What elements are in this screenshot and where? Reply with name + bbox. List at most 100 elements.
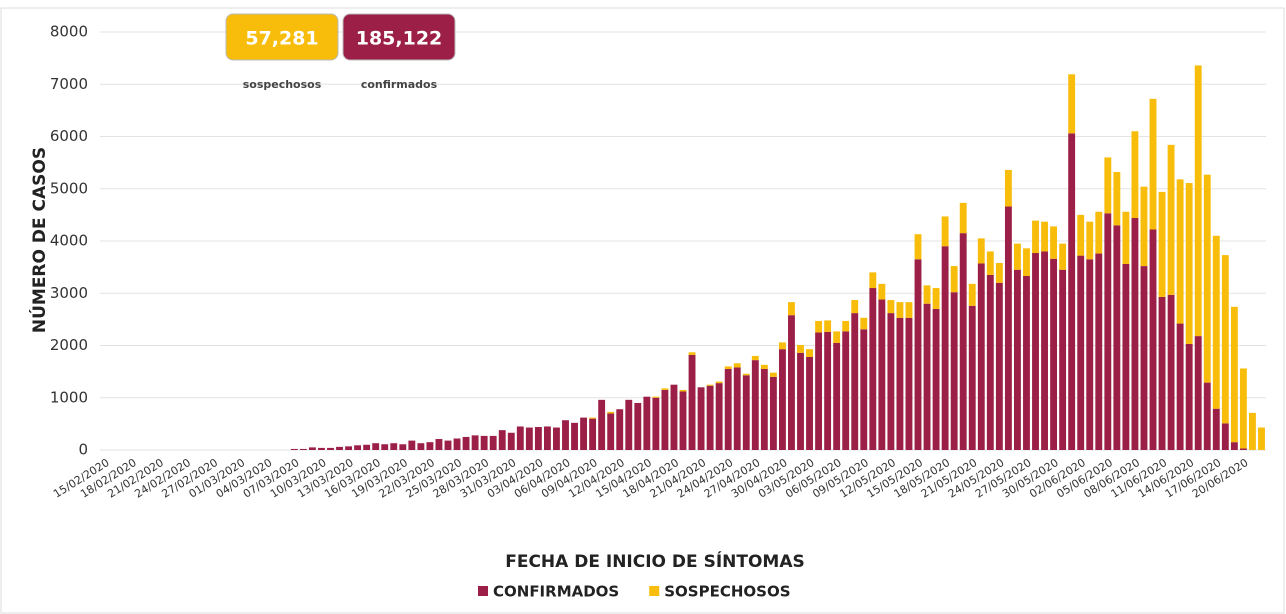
bar-segment [1239, 368, 1247, 449]
bar-segment [1258, 427, 1265, 450]
bar-segment [742, 373, 750, 376]
summary-value: 185,122 [356, 28, 443, 50]
y-axis-title: NÚMERO DE CASOS [28, 147, 50, 333]
bar-segment [688, 352, 696, 355]
bar-segment [977, 238, 985, 264]
bar-segment [652, 396, 660, 398]
legend-label: CONFIRMADOS [493, 583, 619, 601]
y-tick-label: 1000 [50, 388, 88, 406]
bar-segment [797, 344, 804, 353]
bar-segment [986, 251, 994, 275]
bar-segment [905, 317, 913, 450]
bar-segment [1221, 255, 1229, 424]
bar-segment [1041, 251, 1048, 450]
bar-segment [1203, 382, 1211, 450]
y-tick-label: 0 [78, 441, 88, 459]
bar-segment [896, 317, 904, 450]
bar-segment [896, 302, 904, 318]
bar-segment [1212, 408, 1220, 450]
bar-segment [336, 446, 343, 450]
bar-segment [760, 364, 768, 370]
bar-segment [1239, 448, 1247, 450]
bar-segment [643, 396, 651, 450]
bar-segment [932, 288, 940, 309]
bar-segment [390, 443, 398, 450]
bar-segment [806, 356, 813, 450]
bar-segment [1212, 235, 1220, 409]
bar-segment [733, 367, 741, 450]
bar-segment [1032, 220, 1039, 254]
bar-segment [824, 331, 832, 450]
bar-segment [950, 292, 958, 450]
bar-segment [914, 234, 922, 260]
bar-segment [1086, 221, 1094, 260]
bar-segment [778, 342, 786, 350]
bar-segment [562, 420, 569, 450]
bar-segment [778, 349, 786, 450]
bar-segment [661, 389, 669, 450]
bar-segment [851, 313, 859, 450]
bar-segment [1104, 213, 1112, 450]
bar-segment [742, 375, 750, 450]
bar-segment [824, 320, 832, 332]
bar-segment [733, 363, 741, 368]
bar-segment [589, 417, 597, 419]
y-tick-label: 2000 [50, 336, 88, 354]
bar-segment [1176, 323, 1184, 450]
bar-segment [887, 313, 895, 450]
bar-segment [878, 299, 886, 450]
bar-segment [372, 443, 380, 450]
bar-segment [1249, 412, 1256, 450]
bar-segment [688, 354, 696, 450]
summary-box [342, 13, 456, 61]
x-axis-title: FECHA DE INICIO DE SÍNTOMAS [505, 550, 805, 572]
bar-segment [327, 447, 334, 450]
bar-segment [652, 397, 660, 450]
bar-segment [715, 383, 723, 450]
y-tick-label: 8000 [50, 23, 88, 41]
bar-segment [941, 246, 949, 450]
bar-segment [598, 399, 606, 450]
bar-segment [959, 233, 967, 450]
bar-segment [290, 448, 298, 450]
y-tick-label: 6000 [50, 127, 88, 145]
bar-segment [986, 274, 994, 450]
bar-segment [507, 432, 515, 450]
legend-label: SOSPECHOSOS [664, 583, 790, 601]
bar-segment [860, 329, 868, 450]
bar-segment [833, 331, 841, 343]
bar-segment [905, 302, 913, 318]
bar-segment [1176, 179, 1184, 324]
bar-segment [607, 411, 615, 414]
bar-segment [815, 320, 823, 333]
bar-segment [1113, 225, 1121, 450]
bar-segment [516, 426, 524, 450]
bar-segment [769, 376, 777, 450]
summary-box [225, 13, 339, 61]
bar-segment [706, 384, 714, 386]
bar-segment [806, 349, 813, 357]
summary-value: 57,281 [245, 28, 318, 50]
bar-segment [842, 320, 850, 332]
bar-segment [1131, 131, 1139, 219]
bar-segment [571, 422, 578, 450]
bar-segment [878, 283, 886, 300]
bar-segment [462, 436, 470, 450]
bar-segment [1149, 98, 1157, 230]
bar-segment [833, 342, 841, 450]
bar-segment [426, 442, 434, 450]
bar-segment [914, 259, 922, 450]
bar-segment [1059, 243, 1067, 270]
bar-segment [1113, 172, 1121, 226]
bar-segment [1004, 206, 1012, 450]
bar-segment [923, 285, 931, 304]
bar-segment [299, 448, 307, 450]
bar-segment [345, 446, 353, 450]
bar-segment [580, 417, 588, 450]
bar-segment [1122, 263, 1130, 450]
bar-segment [634, 402, 642, 450]
bar-segment [1068, 74, 1076, 134]
bar-segment [751, 355, 759, 361]
bar-segment [977, 263, 985, 450]
bar-segment [769, 372, 777, 377]
